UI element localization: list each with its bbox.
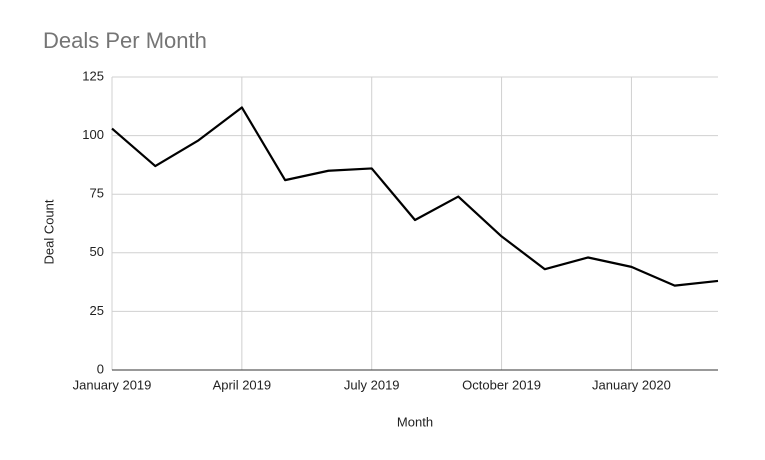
y-tick-label: 25 [90, 303, 104, 318]
y-tick-label: 100 [82, 127, 104, 142]
y-tick-label: 125 [82, 68, 104, 83]
y-axis-label: Deal Count [41, 199, 56, 264]
y-tick-label: 75 [90, 186, 104, 201]
x-tick-label: January 2019 [73, 377, 152, 392]
data-line [111, 106, 719, 287]
x-axis-label: Month [397, 414, 433, 429]
y-tick-label: 0 [97, 361, 104, 376]
chart-title: Deals Per Month [43, 28, 207, 53]
y-tick-label: 50 [90, 244, 104, 259]
x-tick-label: July 2019 [344, 377, 400, 392]
x-tick-label: January 2020 [592, 377, 671, 392]
x-tick-label: April 2019 [213, 377, 272, 392]
x-tick-label: October 2019 [462, 377, 541, 392]
